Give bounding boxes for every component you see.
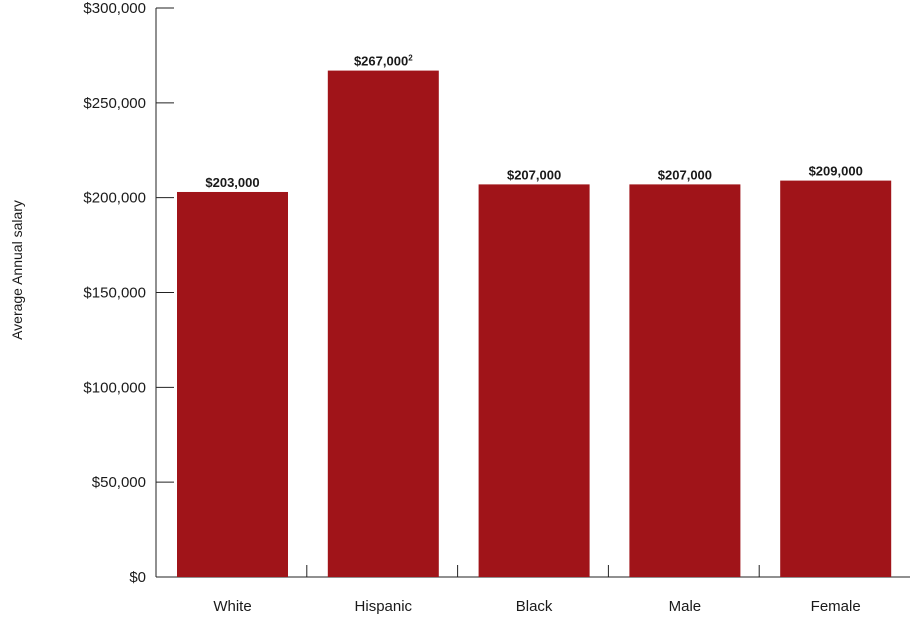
data-label: $207,000 [658, 167, 712, 182]
data-labels: $203,000 $267,0002 $207,000 $207,000 $209,00… [205, 54, 862, 190]
data-label-value: $209,000 [809, 164, 863, 179]
bar-white [177, 191, 288, 577]
data-label-footnote: 2 [408, 54, 413, 63]
x-tick-label: White [213, 598, 251, 615]
y-tick-label: $250,000 [83, 95, 146, 112]
data-label-value: $267,000 [354, 54, 408, 69]
y-tick-label: $150,000 [83, 285, 146, 302]
y-axis: $0 $50,000 $100,000 $150,000 $200,000 $250,00… [83, 0, 174, 586]
data-label: $203,000 [205, 175, 259, 190]
bar-male [629, 184, 741, 577]
data-label: $267,0002 [354, 54, 413, 69]
data-label: $209,000 [809, 164, 863, 179]
data-label-value: $203,000 [205, 175, 259, 190]
bars [177, 70, 892, 577]
x-tick-label: Female [811, 598, 861, 615]
bar-black [478, 184, 590, 577]
data-label-value: $207,000 [507, 167, 561, 182]
x-tick-label: Black [516, 598, 553, 615]
y-tick-label: $200,000 [83, 190, 146, 207]
y-tick-label: $0 [129, 569, 146, 586]
y-tick-label: $100,000 [83, 379, 146, 396]
bar-hispanic [327, 70, 439, 577]
data-label-value: $207,000 [658, 167, 712, 182]
x-tick-label: Male [669, 598, 702, 615]
y-axis-label: Average Annual salary [9, 200, 25, 340]
data-label: $207,000 [507, 167, 561, 182]
y-tick-label: $300,000 [83, 0, 146, 17]
y-tick-label: $50,000 [92, 474, 146, 491]
x-tick-label: Hispanic [355, 598, 413, 615]
bar-female [780, 180, 892, 577]
